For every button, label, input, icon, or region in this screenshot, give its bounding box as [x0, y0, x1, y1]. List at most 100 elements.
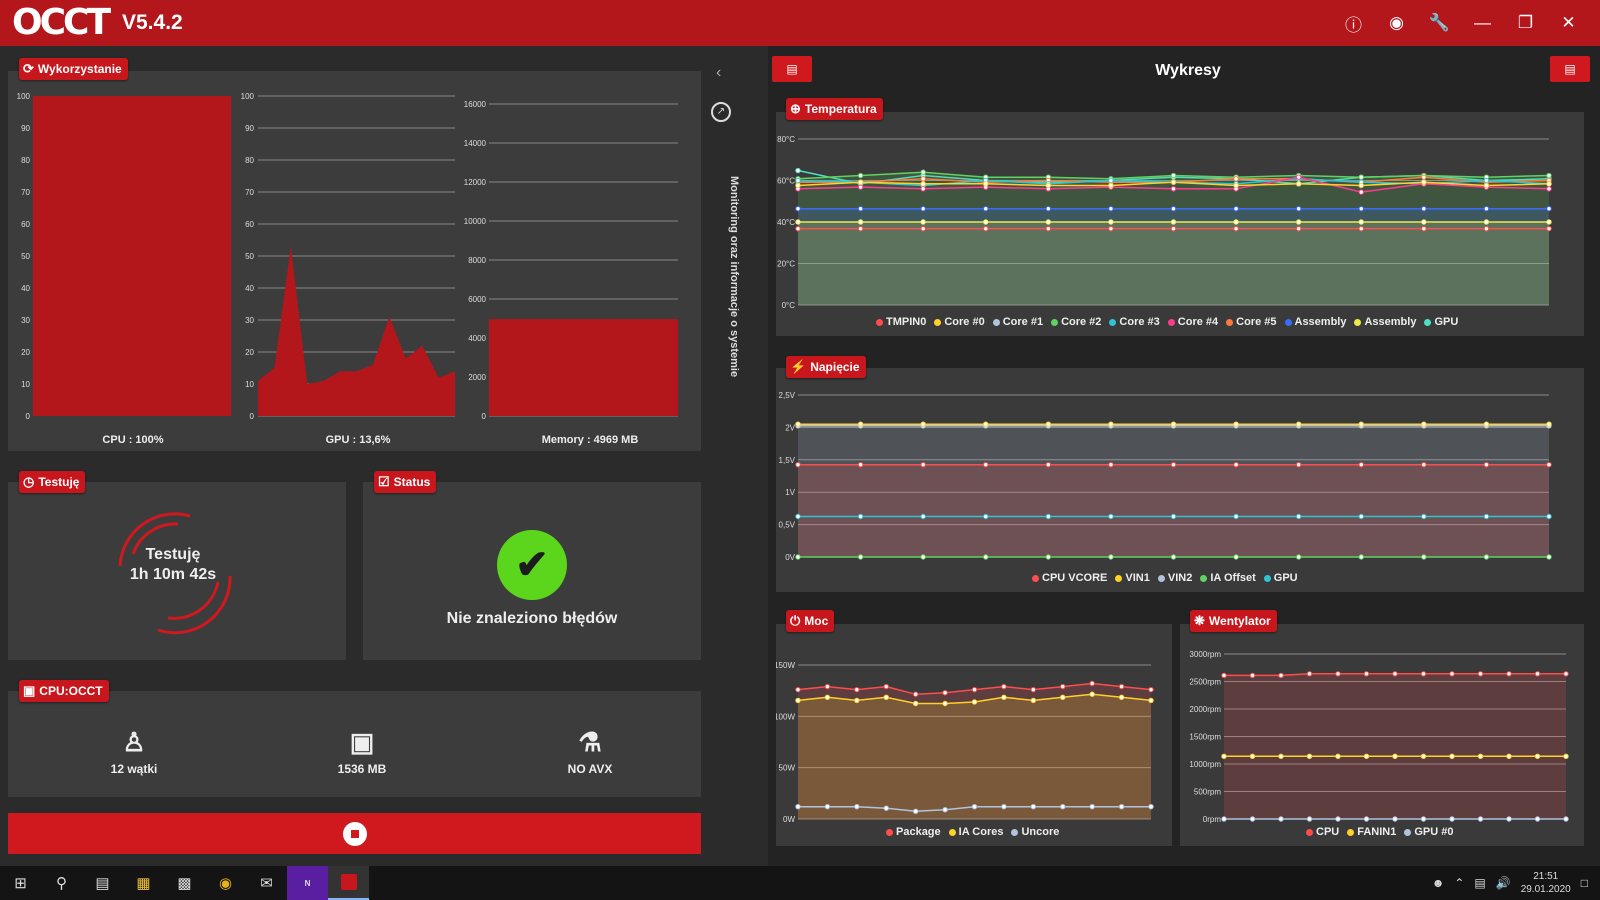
series-point	[1363, 671, 1370, 677]
series-point	[1045, 513, 1052, 520]
series-point	[1295, 513, 1302, 520]
app-version: V5.4.2	[122, 11, 183, 34]
chrome-icon[interactable]: ◉	[218, 875, 233, 892]
legend-entry[interactable]: TMPIN0	[876, 316, 926, 328]
axis-tick: 2500rpm	[1189, 678, 1221, 687]
series-point	[1148, 803, 1154, 810]
occt-taskbar-icon[interactable]	[328, 866, 369, 900]
series-area	[798, 222, 1549, 305]
usage-panel: 100 90 80 70 60 50 40 30 20 10 0 100 90 80 70 60 50 40 30 2…	[8, 71, 701, 451]
cpu-axis-tick: 0	[26, 412, 31, 421]
legend-entry[interactable]: Core #5	[1226, 316, 1277, 328]
series-point	[857, 461, 864, 468]
legend-entry[interactable]: Core #2	[1051, 316, 1101, 328]
windows-start-icon[interactable]: ⊞	[14, 875, 27, 892]
legend-label: TMPIN0	[886, 316, 927, 328]
legend-entry[interactable]: Package	[886, 826, 941, 838]
legend-entry[interactable]: Core #1	[992, 316, 1043, 328]
series-point	[1335, 753, 1341, 760]
notification-icon[interactable]: □	[1580, 876, 1588, 890]
legend-entry[interactable]: Core #0	[934, 316, 985, 328]
series-point	[1420, 816, 1427, 822]
file-explorer-icon[interactable]: ▦	[136, 875, 151, 892]
testing-tag: ◷ Testuję	[19, 471, 86, 493]
search-icon[interactable]: ⚲	[56, 875, 67, 892]
series-point	[1563, 753, 1569, 760]
series-point	[1030, 803, 1037, 810]
clock-date: 29.01.2020	[1520, 884, 1571, 895]
collapse-left-button[interactable]: ▤	[772, 56, 812, 82]
clock[interactable]: 21:51 29.01.2020	[1521, 870, 1571, 896]
legend-entry[interactable]: CPU	[1306, 826, 1339, 838]
series-point	[1170, 186, 1177, 192]
series-point	[854, 697, 860, 704]
series-point	[1546, 172, 1552, 179]
series-point	[1249, 672, 1256, 679]
legend-entry[interactable]: Core #4	[1167, 316, 1218, 328]
series-point	[1483, 225, 1490, 232]
legend-entry[interactable]: GPU	[1263, 572, 1298, 584]
series-point	[983, 461, 989, 468]
memory-axis-tick: 16000	[464, 100, 487, 109]
legend-entry[interactable]: CPU VCORE	[1032, 572, 1107, 584]
status-message: Nie znaleziono błędów	[446, 610, 618, 627]
series-point	[1421, 179, 1427, 185]
series-point	[1249, 816, 1256, 822]
people-icon[interactable]: ☻	[1431, 876, 1445, 890]
series-point	[1089, 680, 1095, 687]
series-point	[1421, 219, 1427, 225]
legend-entry[interactable]: Assembly	[1354, 316, 1416, 328]
legend-entry[interactable]: Assembly	[1284, 316, 1346, 328]
task-view-icon[interactable]: ▤	[95, 875, 110, 892]
tray-chevron-icon[interactable]: ⌃	[1454, 876, 1465, 890]
series-point	[1001, 803, 1007, 810]
series-point	[920, 513, 926, 520]
legend-entry[interactable]: FANIN1	[1347, 826, 1396, 838]
series-point	[1170, 219, 1177, 225]
legend-entry[interactable]: IA Cores	[948, 826, 1003, 838]
minimize-icon[interactable]: —	[1474, 13, 1491, 32]
series-point	[1546, 421, 1552, 427]
stop-test-bar[interactable]	[8, 813, 701, 854]
restore-icon[interactable]: ❐	[1517, 13, 1534, 32]
gpu-usage-label: GPU : 13,6%	[325, 434, 391, 446]
legend-entry[interactable]: GPU #0	[1404, 826, 1454, 838]
power-tag: ⏻ Moc	[786, 610, 835, 632]
fan-tag: ❋ Wentylator	[1190, 610, 1277, 632]
axis-tick: 80°C	[777, 135, 795, 144]
info-icon[interactable]: ⓘ	[1345, 15, 1362, 35]
volume-icon[interactable]: 🔊	[1495, 876, 1511, 890]
wrench-icon[interactable]: 🔧	[1428, 13, 1451, 32]
collapse-chevron-icon[interactable]: ‹	[716, 64, 722, 81]
series-point	[971, 686, 978, 693]
series-point	[1089, 691, 1095, 697]
series-area	[798, 694, 1151, 819]
series-point	[1030, 697, 1037, 704]
camera-icon[interactable]: ◉	[1389, 13, 1404, 32]
worker-icon: ♙	[122, 727, 146, 757]
legend-entry[interactable]: VIN1	[1115, 572, 1150, 584]
speedometer-icon[interactable]: ↗	[711, 102, 731, 122]
avx-item: ⚗ NO AVX	[530, 727, 650, 776]
flask-icon: ⚗	[578, 727, 602, 757]
collapse-right-button[interactable]: ▤	[1550, 56, 1590, 82]
sidebar-label[interactable]: Monitoring oraz informacje o systemie	[728, 176, 740, 378]
mail-icon[interactable]: ✉	[260, 875, 273, 892]
legend-entry[interactable]: IA Offset	[1200, 572, 1256, 584]
series-point	[1477, 816, 1484, 822]
legend-entry[interactable]: VIN2	[1157, 572, 1192, 584]
legend-dot	[1226, 318, 1234, 326]
series-point	[1108, 219, 1114, 225]
stop-icon[interactable]	[342, 821, 367, 846]
series-point	[1506, 816, 1512, 822]
close-icon[interactable]: ✕	[1561, 13, 1576, 32]
legend-entry[interactable]: Uncore	[1011, 826, 1059, 838]
legend-entry[interactable]: Core #3	[1109, 316, 1160, 328]
store-icon[interactable]: ▩	[177, 875, 192, 892]
network-icon[interactable]: ▤	[1474, 876, 1486, 890]
nzxt-icon[interactable]: N	[287, 866, 328, 900]
legend-label: CPU VCORE	[1042, 572, 1108, 584]
series-point	[1295, 219, 1302, 225]
series-point	[1477, 671, 1484, 677]
legend-entry[interactable]: GPU	[1424, 316, 1458, 328]
